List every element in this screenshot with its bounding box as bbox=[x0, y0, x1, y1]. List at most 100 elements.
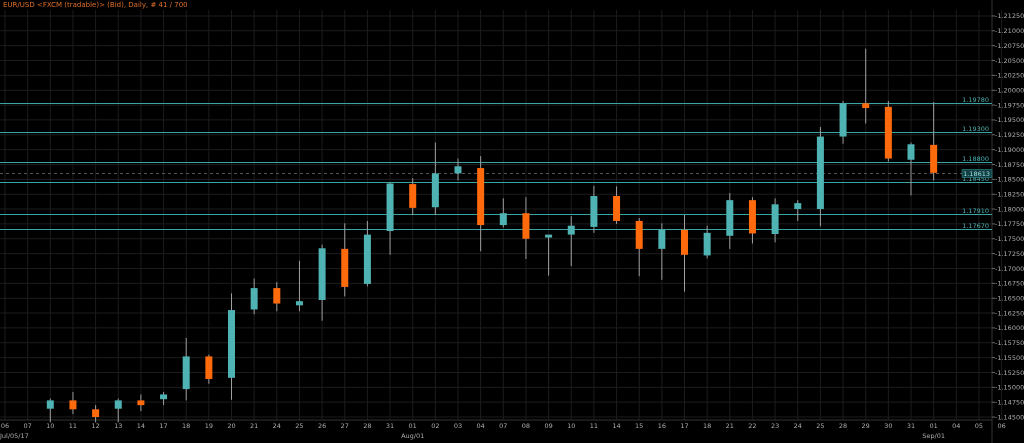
x-tick-label: 31 bbox=[907, 422, 915, 430]
x-tick-label: 09 bbox=[544, 422, 552, 430]
x-tick-label: 28 bbox=[839, 422, 847, 430]
y-tick-label: -1.17000 bbox=[995, 265, 1024, 273]
candle-body bbox=[884, 106, 892, 159]
chart-title: EUR/USD <FXCM (tradable)> (Bid), Daily, … bbox=[3, 1, 188, 9]
y-tick-label: -1.19250 bbox=[995, 131, 1024, 139]
x-tick-label: 17 bbox=[159, 422, 167, 430]
candle-body bbox=[816, 136, 824, 210]
candle-body bbox=[862, 103, 870, 109]
candle-body bbox=[681, 229, 688, 255]
y-tick-label: -1.17250 bbox=[995, 250, 1024, 258]
y-tick-label: -1.15250 bbox=[995, 369, 1024, 377]
x-tick-label: 15 bbox=[635, 422, 643, 430]
y-tick-label: -1.19500 bbox=[995, 116, 1024, 124]
y-tick-label: -1.21250 bbox=[995, 12, 1024, 20]
x-tick-label: 03 bbox=[454, 422, 462, 430]
candle-body bbox=[69, 400, 77, 410]
x-tick-label: 01 bbox=[930, 422, 938, 430]
level-label: 1.19300 bbox=[962, 125, 989, 133]
candle-body bbox=[454, 166, 462, 174]
x-tick-label: 10 bbox=[567, 422, 575, 430]
x-tick-label: 11 bbox=[69, 422, 77, 430]
candle-body bbox=[930, 144, 938, 173]
candle-body bbox=[613, 195, 621, 221]
month-label: Aug/01 bbox=[401, 432, 424, 440]
y-tick-label: -1.21000 bbox=[995, 27, 1024, 35]
candle-body bbox=[273, 288, 281, 304]
candle-body bbox=[137, 400, 145, 406]
x-tick-label: 08 bbox=[522, 422, 530, 430]
x-tick-label: 21 bbox=[250, 422, 258, 430]
y-tick-label: -1.20000 bbox=[995, 87, 1024, 95]
x-tick-label: 19 bbox=[205, 422, 213, 430]
x-tick-label: 07 bbox=[499, 422, 507, 430]
level-label: 1.18450 bbox=[962, 175, 989, 183]
x-tick-label: 10 bbox=[46, 422, 54, 430]
candle-body bbox=[499, 213, 507, 226]
y-tick-label: -1.16750 bbox=[995, 280, 1024, 288]
candle-body bbox=[318, 248, 326, 300]
x-tick-label: 23 bbox=[771, 422, 779, 430]
candle-body bbox=[341, 248, 349, 287]
x-tick-label: 18 bbox=[703, 422, 711, 430]
y-tick-label: -1.15000 bbox=[995, 384, 1024, 392]
candle-body bbox=[409, 184, 417, 208]
level-label: 1.17910 bbox=[962, 207, 989, 215]
x-tick-label: 18 bbox=[182, 422, 190, 430]
current-price-box bbox=[961, 169, 993, 178]
month-label: Jul/05/17 bbox=[0, 432, 29, 440]
x-tick-label: 17 bbox=[680, 422, 688, 430]
candle-body bbox=[771, 204, 779, 235]
candle-body bbox=[92, 409, 100, 418]
candle-body bbox=[748, 200, 756, 234]
x-tick-label: 27 bbox=[341, 422, 349, 430]
candle-body bbox=[590, 195, 598, 227]
candle-body bbox=[228, 310, 235, 378]
y-tick-label: -1.15750 bbox=[995, 339, 1024, 347]
x-tick-label: 01 bbox=[409, 422, 417, 430]
y-tick-label: -1.16000 bbox=[995, 324, 1024, 332]
candle-body bbox=[477, 168, 485, 226]
x-tick-label: 26 bbox=[318, 422, 326, 430]
x-tick-label: 21 bbox=[726, 422, 734, 430]
y-tick-label: -1.14750 bbox=[995, 398, 1024, 406]
y-tick-label: -1.16500 bbox=[995, 294, 1024, 302]
y-tick-label: -1.19000 bbox=[995, 146, 1024, 154]
y-tick-label: -1.19750 bbox=[995, 101, 1024, 109]
level-label: 1.19780 bbox=[962, 96, 989, 104]
candle-body bbox=[363, 234, 371, 284]
x-tick-label: 07 bbox=[24, 422, 32, 430]
candle-body bbox=[386, 183, 394, 232]
x-tick-label: 06 bbox=[1, 422, 9, 430]
x-tick-label: 16 bbox=[658, 422, 666, 430]
candle-body bbox=[567, 225, 575, 235]
x-tick-label: 06 bbox=[997, 422, 1005, 430]
candle-body bbox=[794, 203, 802, 210]
candle-body bbox=[703, 232, 711, 256]
y-tick-label: -1.18750 bbox=[995, 161, 1024, 169]
x-tick-label: 14 bbox=[137, 422, 145, 430]
level-label: 1.18800 bbox=[962, 155, 989, 163]
candle-body bbox=[114, 400, 122, 409]
candle-body bbox=[295, 301, 303, 306]
x-tick-label: 25 bbox=[816, 422, 824, 430]
x-tick-label: 31 bbox=[386, 422, 394, 430]
level-label: 1.17670 bbox=[962, 222, 989, 230]
y-tick-label: -1.16250 bbox=[995, 309, 1024, 317]
x-tick-label: 02 bbox=[431, 422, 439, 430]
y-tick-label: -1.18500 bbox=[995, 176, 1024, 184]
x-tick-label: 30 bbox=[884, 422, 892, 430]
candle-body bbox=[205, 356, 213, 379]
y-tick-label: -1.20500 bbox=[995, 57, 1024, 65]
candle-body bbox=[522, 213, 530, 239]
x-tick-label: 22 bbox=[748, 422, 756, 430]
x-tick-label: 04 bbox=[477, 422, 485, 430]
x-tick-label: 25 bbox=[295, 422, 303, 430]
candle-body bbox=[726, 200, 734, 236]
candle-body bbox=[907, 144, 915, 160]
y-tick-label: -1.14500 bbox=[995, 413, 1024, 421]
candle-body bbox=[46, 400, 54, 409]
x-tick-label: 12 bbox=[91, 422, 99, 430]
y-tick-label: -1.18250 bbox=[995, 191, 1024, 199]
